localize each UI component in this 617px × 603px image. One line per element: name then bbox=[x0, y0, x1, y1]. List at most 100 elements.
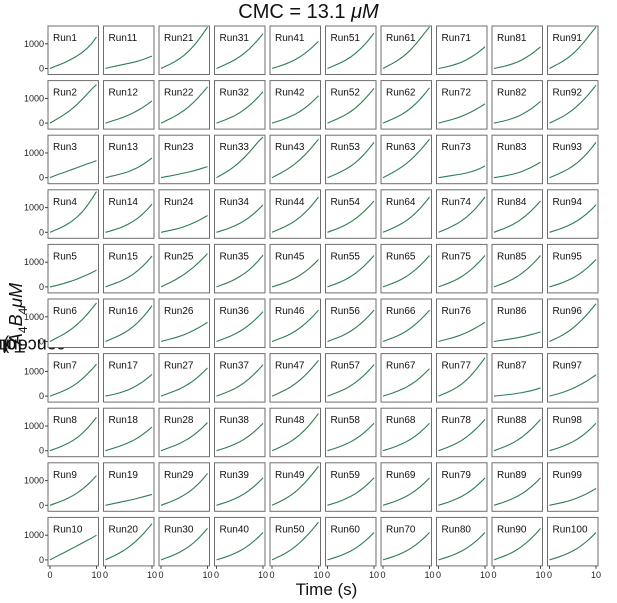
panel-label-run81: Run81 bbox=[497, 33, 527, 44]
panel-run4 bbox=[47, 189, 99, 239]
panel-run25 bbox=[158, 243, 210, 294]
panel-run51 bbox=[325, 25, 377, 75]
panel-label-run76: Run76 bbox=[442, 306, 472, 317]
series-line-run97 bbox=[549, 374, 597, 397]
y-tick-label: 1000 bbox=[24, 93, 44, 103]
y-tick-label: 0 bbox=[39, 64, 44, 74]
panel-run5 bbox=[47, 243, 99, 294]
series-line-run16 bbox=[105, 305, 153, 343]
series-line-run4 bbox=[49, 191, 97, 233]
series-line-run77 bbox=[438, 357, 486, 397]
series-line-run82 bbox=[493, 100, 541, 124]
series-line-run30 bbox=[160, 527, 208, 561]
series-line-run36 bbox=[216, 311, 264, 343]
y-tick-label: 1000 bbox=[24, 421, 44, 431]
series-line-run41 bbox=[271, 40, 319, 70]
series-line-run14 bbox=[105, 203, 153, 233]
panel-label-run94: Run94 bbox=[553, 197, 583, 208]
panel-label-run14: Run14 bbox=[109, 197, 139, 208]
series-line-run38 bbox=[216, 422, 264, 452]
panel-label-run20: Run20 bbox=[109, 524, 139, 535]
series-line-run73 bbox=[438, 165, 486, 179]
panel-run44 bbox=[269, 189, 321, 239]
series-line-run98 bbox=[549, 422, 597, 452]
series-line-run7 bbox=[49, 363, 97, 397]
series-line-run24 bbox=[160, 215, 208, 233]
panel-run14 bbox=[103, 189, 155, 239]
panel-label-run25: Run25 bbox=[164, 251, 194, 262]
panel-run31 bbox=[214, 25, 266, 75]
series-line-run8 bbox=[49, 417, 97, 452]
series-line-run95 bbox=[549, 259, 597, 288]
panel-label-run37: Run37 bbox=[220, 361, 250, 372]
x-tick-label: 10 bbox=[535, 570, 545, 580]
series-line-run60 bbox=[327, 532, 375, 561]
series-line-run50 bbox=[271, 521, 319, 561]
panel-label-run71: Run71 bbox=[442, 33, 472, 44]
x-tick-label: 0 bbox=[325, 570, 330, 580]
panel-run74 bbox=[436, 189, 488, 239]
series-line-run34 bbox=[216, 204, 264, 233]
panel-run84 bbox=[491, 189, 543, 239]
panel-label-run8: Run8 bbox=[53, 415, 77, 426]
series-line-run61 bbox=[382, 26, 430, 69]
series-line-run1 bbox=[49, 36, 97, 70]
panel-label-run58: Run58 bbox=[331, 415, 361, 426]
x-tick-label: 0 bbox=[158, 570, 163, 580]
panel-label-run82: Run82 bbox=[497, 88, 527, 99]
series-line-run9 bbox=[49, 475, 97, 506]
panel-label-run96: Run96 bbox=[553, 306, 583, 317]
series-line-run20 bbox=[105, 523, 153, 561]
x-tick-label: 10 bbox=[480, 570, 490, 580]
panel-label-run1: Run1 bbox=[53, 33, 77, 44]
panel-label-run24: Run24 bbox=[164, 197, 194, 208]
series-line-run91 bbox=[549, 26, 597, 69]
panel-label-run83: Run83 bbox=[497, 142, 527, 153]
y-tick-label: 0 bbox=[39, 227, 44, 237]
panel-label-run48: Run48 bbox=[275, 415, 305, 426]
panel-label-run51: Run51 bbox=[331, 33, 361, 44]
panel-run86 bbox=[491, 298, 543, 348]
series-line-run96 bbox=[549, 303, 597, 342]
panel-run2 bbox=[47, 80, 99, 130]
series-line-run2 bbox=[49, 84, 97, 124]
panel-label-run54: Run54 bbox=[331, 197, 361, 208]
series-line-run84 bbox=[493, 200, 541, 233]
panel-label-run56: Run56 bbox=[331, 306, 361, 317]
series-line-run74 bbox=[438, 196, 486, 233]
panel-label-run29: Run29 bbox=[164, 470, 194, 481]
series-line-run40 bbox=[216, 532, 264, 561]
panel-label-run7: Run7 bbox=[53, 361, 77, 372]
panel-label-run66: Run66 bbox=[386, 306, 416, 317]
panel-run50 bbox=[269, 516, 321, 567]
panel-label-run17: Run17 bbox=[109, 361, 139, 372]
panel-run81 bbox=[491, 25, 543, 75]
series-line-run42 bbox=[271, 95, 319, 124]
series-line-run86 bbox=[493, 331, 541, 343]
x-tick-label: 10 bbox=[91, 570, 101, 580]
series-line-run85 bbox=[493, 255, 541, 288]
panel-label-run45: Run45 bbox=[275, 251, 305, 262]
y-tick-label: 0 bbox=[39, 500, 44, 510]
panel-label-run38: Run38 bbox=[220, 415, 250, 426]
panel-run87 bbox=[491, 353, 543, 403]
panel-run23 bbox=[158, 134, 210, 185]
panel-label-run100: Run100 bbox=[553, 524, 588, 535]
panel-run83 bbox=[491, 134, 543, 185]
panel-run16 bbox=[103, 298, 155, 348]
series-line-run28 bbox=[160, 422, 208, 452]
panel-label-run84: Run84 bbox=[497, 197, 527, 208]
panel-label-run33: Run33 bbox=[220, 142, 250, 153]
series-line-run51 bbox=[327, 32, 375, 70]
series-line-run79 bbox=[438, 477, 486, 506]
panel-label-run44: Run44 bbox=[275, 197, 305, 208]
panel-label-run93: Run93 bbox=[553, 142, 583, 153]
panel-run64 bbox=[380, 189, 432, 239]
panel-label-run91: Run91 bbox=[553, 33, 583, 44]
panel-label-run78: Run78 bbox=[442, 415, 472, 426]
series-line-run15 bbox=[105, 255, 153, 288]
panel-label-run53: Run53 bbox=[331, 142, 361, 153]
panel-run47 bbox=[269, 353, 321, 403]
series-line-run94 bbox=[549, 204, 597, 233]
series-line-run31 bbox=[216, 33, 264, 70]
